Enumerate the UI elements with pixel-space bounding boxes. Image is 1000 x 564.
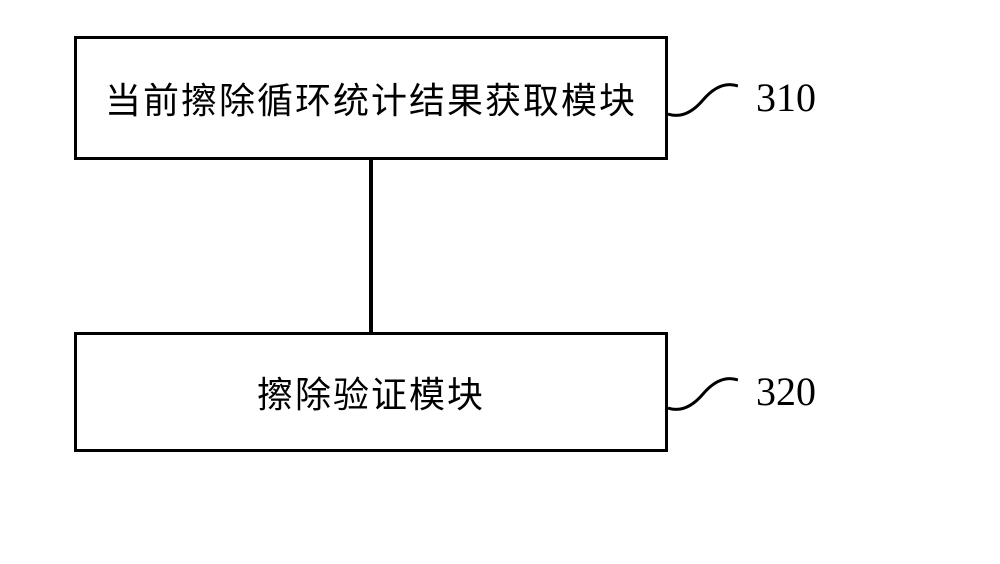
curve-bracket-1 xyxy=(668,78,738,122)
module-box-1: 当前擦除循环统计结果获取模块 xyxy=(74,36,668,160)
module-box-2-label: 擦除验证模块 xyxy=(257,366,485,418)
reference-label-1: 310 xyxy=(756,74,816,121)
reference-label-2: 320 xyxy=(756,368,816,415)
module-box-2: 擦除验证模块 xyxy=(74,332,668,452)
curve-bracket-2 xyxy=(668,372,738,416)
module-box-1-label: 当前擦除循环统计结果获取模块 xyxy=(105,72,637,124)
connector-line xyxy=(369,160,373,332)
